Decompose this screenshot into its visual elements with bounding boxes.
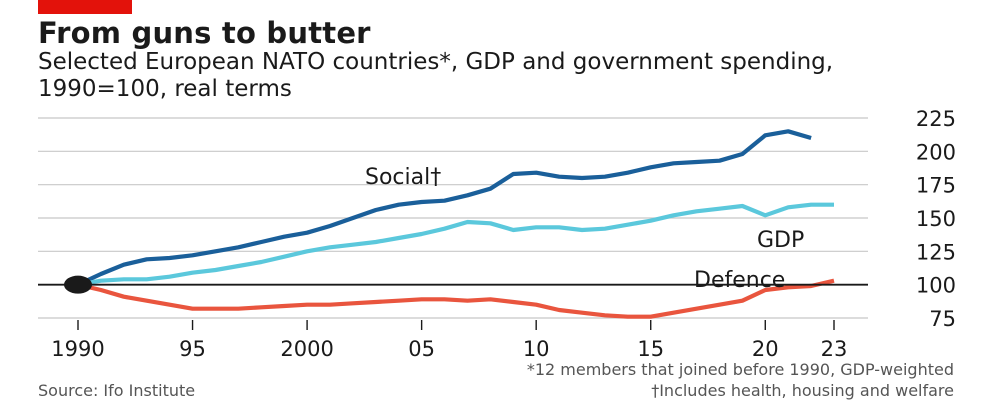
- chart-subtitle: Selected European NATO countries*, GDP a…: [38, 49, 834, 102]
- series-line-social: [77, 129, 812, 287]
- source-note: Source: Ifo Institute: [38, 381, 196, 400]
- x-tick-label-15: 15: [637, 337, 664, 361]
- series-label-social: Social†: [365, 165, 441, 190]
- y-tick-label-175: 175: [916, 174, 956, 198]
- x-tick-label-05: 05: [408, 337, 435, 361]
- x-tick-label-95: 95: [179, 337, 206, 361]
- y-tick-label-150: 150: [916, 207, 956, 231]
- x-tick-label-20: 20: [752, 337, 779, 361]
- y-tick-label-75: 75: [929, 307, 956, 331]
- series-line-gdp: [77, 202, 834, 287]
- origin-marker: [64, 275, 92, 294]
- series-label-gdp: GDP: [757, 228, 804, 253]
- y-tick-label-225: 225: [916, 107, 956, 131]
- y-tick-label-200: 200: [916, 140, 956, 164]
- footnote-members: *12 members that joined before 1990, GDP…: [526, 360, 954, 379]
- x-tick-label-10: 10: [523, 337, 550, 361]
- series-label-defence: Defence: [694, 268, 785, 293]
- x-tick-label-23: 23: [821, 337, 848, 361]
- chart-title: From guns to butter: [38, 16, 371, 50]
- x-tick-label-2000: 2000: [280, 337, 333, 361]
- x-tick-label-1990: 1990: [51, 337, 104, 361]
- y-tick-label-100: 100: [916, 274, 956, 298]
- footnote-social: †Includes health, housing and welfare: [651, 381, 954, 400]
- y-tick-label-125: 125: [916, 240, 956, 264]
- brand-red-tag: [38, 0, 132, 14]
- series-line-defence: [77, 278, 835, 319]
